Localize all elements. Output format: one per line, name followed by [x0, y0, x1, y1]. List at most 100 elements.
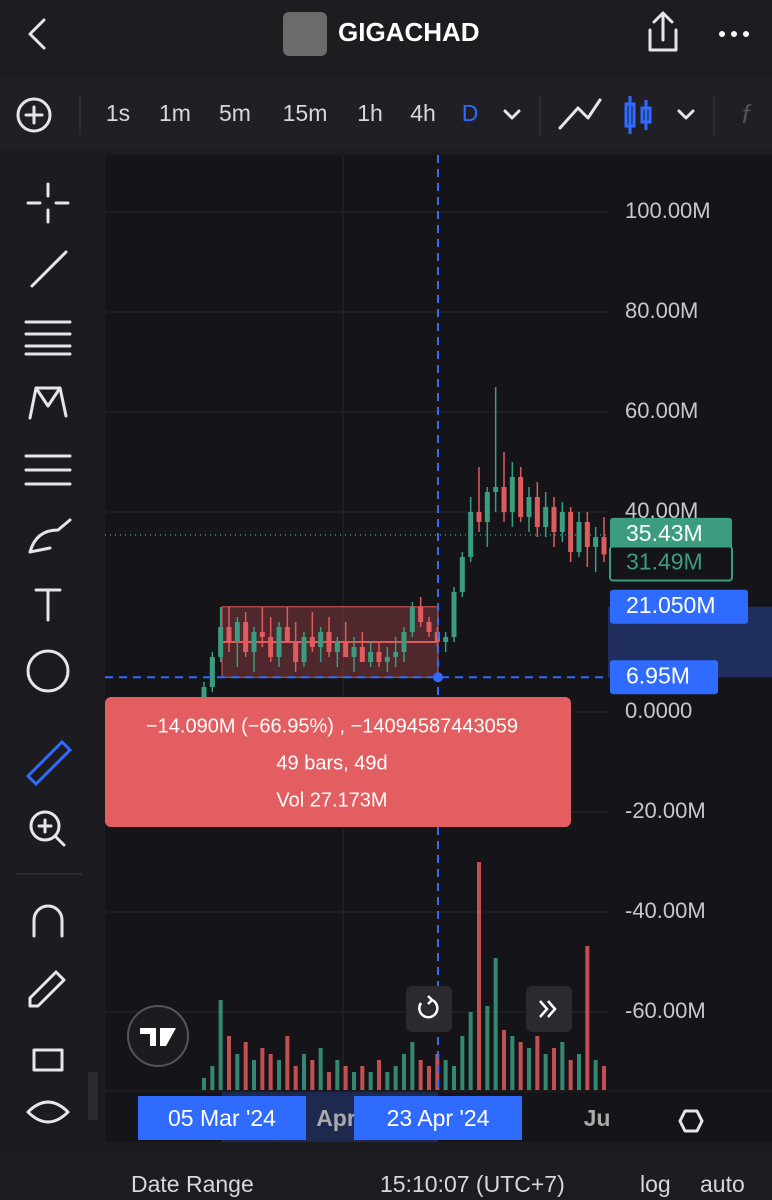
volume-bar	[577, 1054, 581, 1090]
candle-body	[326, 632, 332, 652]
trend-line-tool[interactable]	[30, 250, 68, 288]
price-marker-label: 6.95M	[626, 662, 690, 688]
interval-dropdown[interactable]	[503, 109, 521, 120]
volume-bar	[343, 1066, 348, 1090]
candle-chart-button[interactable]	[624, 96, 652, 134]
volume-bar	[460, 1036, 465, 1090]
drawing-tools	[16, 182, 82, 1124]
interval-button[interactable]: 1h	[357, 100, 383, 126]
price-marker-label: 35.43M	[626, 520, 703, 546]
volume-bar	[418, 1060, 423, 1090]
scroll-icon	[539, 1000, 557, 1018]
line-chart-button[interactable]	[558, 98, 602, 130]
interval-button[interactable]: 1s	[106, 100, 130, 126]
text-tool[interactable]	[34, 588, 62, 622]
share-button[interactable]	[648, 11, 678, 52]
volume-bar	[218, 1000, 223, 1090]
pattern-tool[interactable]	[28, 386, 68, 420]
candle-body	[226, 627, 232, 642]
candle-body	[576, 522, 582, 552]
candle-body	[276, 627, 282, 657]
volume-bar	[210, 1066, 215, 1090]
candle-body	[243, 622, 249, 652]
candle-body	[268, 637, 274, 657]
y-tick-label: 100.00M	[625, 198, 711, 223]
scroll-button[interactable]	[526, 986, 572, 1032]
ruler-tool[interactable]	[25, 739, 73, 787]
volume-bar	[402, 1054, 406, 1090]
candle-body	[443, 637, 449, 642]
time-label-box	[138, 1096, 306, 1140]
more-button[interactable]	[719, 31, 749, 37]
candle-body	[293, 642, 299, 662]
reset-button[interactable]	[406, 986, 452, 1032]
candle-body	[409, 607, 415, 632]
fx-icon[interactable]: f	[742, 99, 752, 129]
settings-button[interactable]	[678, 1109, 704, 1133]
candle-body	[218, 627, 224, 657]
hide-tool[interactable]	[26, 1100, 70, 1124]
candle-body	[418, 607, 424, 622]
candle-body	[584, 522, 590, 547]
magnet-tool[interactable]	[32, 904, 64, 938]
crosshair-tool[interactable]	[26, 182, 70, 224]
volume-bar	[493, 958, 498, 1090]
candle-body	[351, 647, 357, 657]
interval-button[interactable]: D	[462, 100, 479, 126]
interval-button[interactable]: 4h	[410, 100, 436, 126]
candle-body	[334, 642, 340, 652]
volume-bar	[293, 1066, 298, 1090]
log-button[interactable]: log	[640, 1171, 671, 1197]
time-label: Ju	[584, 1105, 611, 1131]
interval-button[interactable]: 5m	[219, 100, 251, 126]
candle-body	[401, 632, 407, 652]
volume-bar	[393, 1066, 398, 1090]
volume-bar	[360, 1066, 365, 1090]
auto-button[interactable]: auto	[700, 1171, 745, 1197]
volume-bar	[518, 1042, 523, 1090]
zoom-icon	[37, 818, 66, 847]
back-button[interactable]	[28, 18, 46, 50]
zoom-tool[interactable]	[29, 810, 61, 842]
symbol-title: GIGACHAD	[338, 17, 480, 47]
price-marker	[610, 589, 748, 624]
fib-tool[interactable]	[24, 320, 72, 356]
emoji-tool[interactable]	[26, 649, 70, 693]
candle-body	[551, 507, 557, 532]
volume-bar	[202, 1078, 206, 1090]
measure-tooltip-line: −14.090M (−66.95%) , −14094587443059	[146, 715, 518, 737]
brush-tool[interactable]	[28, 518, 72, 554]
candle-body	[251, 632, 257, 652]
time-label: Apr	[316, 1105, 356, 1131]
plot-area	[105, 155, 608, 1090]
volume-bar	[227, 1036, 231, 1090]
candle-body	[534, 497, 540, 527]
candle-body	[234, 622, 240, 642]
sidebar-toggle[interactable]	[88, 1072, 98, 1120]
volume-bar	[427, 1066, 431, 1090]
volume-bar	[252, 1060, 256, 1090]
interval-button[interactable]: 1m	[159, 100, 191, 126]
candle-body	[493, 487, 499, 492]
chart-type-dropdown[interactable]	[677, 109, 695, 120]
date-range-button[interactable]: Date Range	[131, 1171, 254, 1197]
bottom-bar	[0, 1150, 772, 1200]
price-marker	[610, 517, 732, 552]
y-tick-label: 60.00M	[625, 398, 698, 423]
tradingview-logo-mark	[140, 1028, 176, 1046]
price-marker-label: 31.49M	[626, 549, 703, 575]
candle-body	[343, 642, 349, 657]
measure-tooltip-line: 49 bars, 49d	[276, 752, 387, 774]
lock-tool[interactable]	[32, 1048, 64, 1072]
interval-button[interactable]: 15m	[283, 100, 328, 126]
lock-drawing-tool[interactable]	[28, 970, 66, 1008]
projection-tool[interactable]	[24, 454, 72, 486]
volume-bar	[485, 1006, 490, 1090]
candle-body	[543, 507, 549, 527]
add-button[interactable]	[16, 97, 52, 133]
volume-bar	[410, 1042, 415, 1090]
volume-bar	[318, 1048, 323, 1090]
time-label: 23 Apr '24	[387, 1105, 490, 1131]
time-label-box	[354, 1096, 522, 1140]
volume-bar	[352, 1072, 356, 1090]
